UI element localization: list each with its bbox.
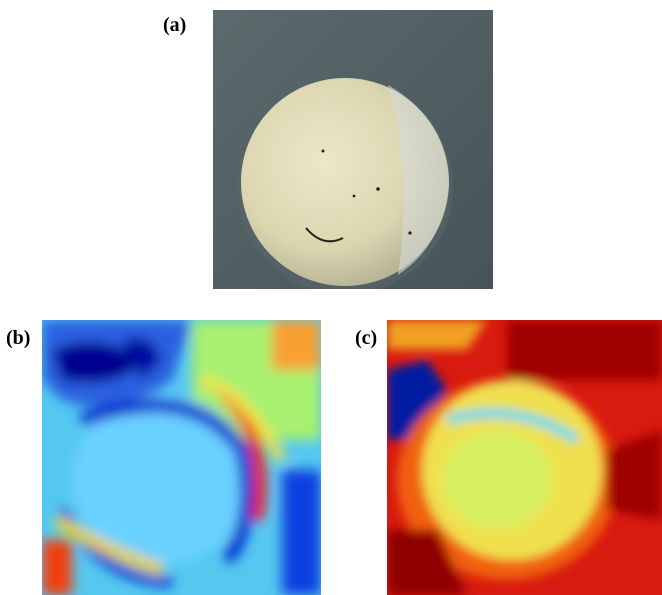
heatmap: [42, 320, 321, 595]
heatmap: [387, 320, 662, 595]
photo: [213, 10, 493, 289]
figure: (a) (b) (c): [0, 0, 662, 595]
panel-label: (a): [163, 14, 186, 37]
panel-label: (b): [6, 327, 30, 350]
panel-label: (c): [355, 327, 377, 350]
